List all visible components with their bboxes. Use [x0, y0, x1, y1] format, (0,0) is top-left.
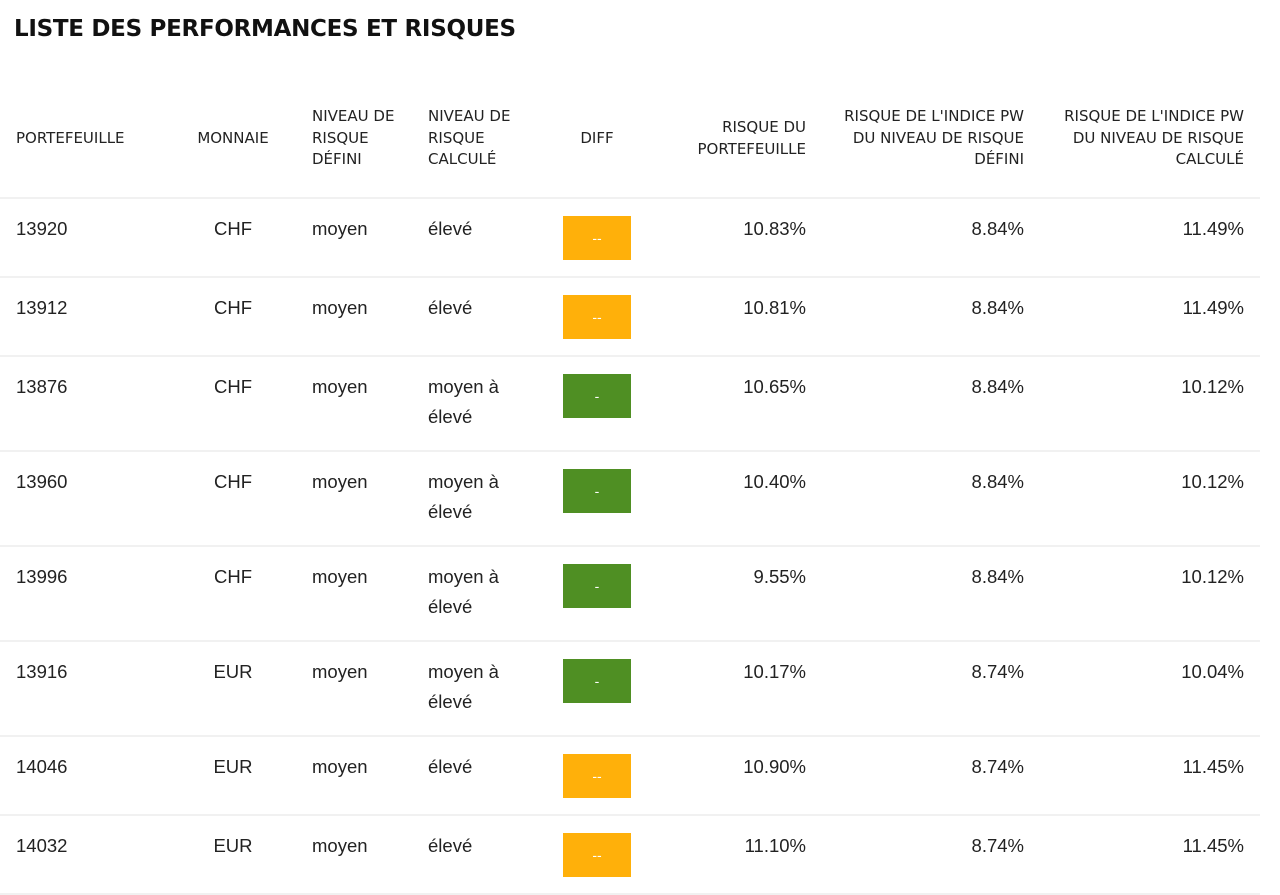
cell-niveau-defini: moyen	[296, 815, 412, 895]
cell-indice-defini: 8.84%	[822, 277, 1040, 357]
cell-indice-calcule: 11.45%	[1040, 736, 1260, 816]
header-indice-calcule[interactable]: RISQUE DE L'INDICE PW DU NIVEAU DE RISQU…	[1040, 80, 1260, 199]
cell-portefeuille: 14032	[0, 815, 170, 895]
table-row[interactable]: 13920 CHF moyen élevé -- 10.83% 8.84% 11.49%	[0, 198, 1260, 278]
table-row[interactable]: 13960 CHF moyen moyen à élevé -10.40% 8.84% 10…	[0, 451, 1260, 547]
cell-niveau-calcule: élevé	[412, 815, 544, 895]
header-risque-portefeuille[interactable]: RISQUE DU PORTEFEUILLE	[650, 80, 822, 199]
cell-indice-calcule: 10.12%	[1040, 451, 1260, 547]
cell-indice-calcule: 10.12%	[1040, 546, 1260, 642]
diff-badge: --	[563, 754, 631, 798]
cell-indice-calcule: 10.12%	[1040, 356, 1260, 452]
cell-portefeuille: 13920	[0, 198, 170, 278]
table-row[interactable]: 13916 EUR moyen moyen à élevé -10.17% 8.74% 10…	[0, 641, 1260, 737]
table-row[interactable]: 13996 CHF moyen moyen à élevé -9.55% 8.84% 10.…	[0, 546, 1260, 642]
header-portefeuille[interactable]: PORTEFEUILLE	[0, 80, 170, 199]
cell-monnaie: CHF	[170, 356, 296, 452]
cell-niveau-calcule: moyen à élevé	[412, 451, 544, 547]
cell-indice-defini: 8.84%	[822, 356, 1040, 452]
table-row[interactable]: 14032 EUR moyen élevé -- 11.10% 8.74% 11.45%	[0, 815, 1260, 895]
cell-niveau-defini: moyen	[296, 641, 412, 737]
cell-niveau-calcule: élevé	[412, 198, 544, 278]
cell-niveau-calcule: moyen à élevé	[412, 356, 544, 452]
header-niveau-calcule[interactable]: NIVEAU DE RISQUE CALCULÉ	[412, 80, 544, 199]
cell-monnaie: CHF	[170, 277, 296, 357]
cell-niveau-defini: moyen	[296, 546, 412, 642]
cell-diff: --	[544, 736, 650, 816]
cell-monnaie: CHF	[170, 546, 296, 642]
header-monnaie[interactable]: MONNAIE	[170, 80, 296, 199]
cell-indice-defini: 8.84%	[822, 451, 1040, 547]
diff-badge: --	[563, 216, 631, 260]
cell-risque-portefeuille: 10.40%	[650, 451, 822, 547]
cell-risque-portefeuille: 10.83%	[650, 198, 822, 278]
cell-portefeuille: 14046	[0, 736, 170, 816]
header-diff[interactable]: DIFF	[544, 80, 650, 199]
cell-indice-defini: 8.74%	[822, 815, 1040, 895]
cell-portefeuille: 13916	[0, 641, 170, 737]
cell-risque-portefeuille: 11.10%	[650, 815, 822, 895]
cell-risque-portefeuille: 10.65%	[650, 356, 822, 452]
cell-diff: -	[544, 546, 650, 642]
cell-indice-calcule: 11.49%	[1040, 277, 1260, 357]
cell-indice-calcule: 11.49%	[1040, 198, 1260, 278]
diff-badge: --	[563, 833, 631, 877]
diff-badge: -	[563, 469, 631, 513]
page-title: LISTE DES PERFORMANCES ET RISQUES	[14, 16, 516, 42]
cell-monnaie: CHF	[170, 198, 296, 278]
header-indice-defini[interactable]: RISQUE DE L'INDICE PW DU NIVEAU DE RISQU…	[822, 80, 1040, 199]
cell-niveau-defini: moyen	[296, 451, 412, 547]
cell-risque-portefeuille: 10.90%	[650, 736, 822, 816]
cell-niveau-calcule: élevé	[412, 736, 544, 816]
cell-monnaie: EUR	[170, 815, 296, 895]
cell-niveau-defini: moyen	[296, 356, 412, 452]
diff-badge: --	[563, 295, 631, 339]
cell-indice-calcule: 10.04%	[1040, 641, 1260, 737]
cell-risque-portefeuille: 10.81%	[650, 277, 822, 357]
table-row[interactable]: 14046 EUR moyen élevé -- 10.90% 8.74% 11.45%	[0, 736, 1260, 816]
cell-portefeuille: 13960	[0, 451, 170, 547]
cell-diff: --	[544, 277, 650, 357]
cell-diff: -	[544, 451, 650, 547]
header-niveau-defini[interactable]: NIVEAU DE RISQUE DÉFINI	[296, 80, 412, 199]
cell-portefeuille: 13876	[0, 356, 170, 452]
cell-indice-defini: 8.74%	[822, 641, 1040, 737]
diff-badge: -	[563, 564, 631, 608]
cell-diff: -	[544, 641, 650, 737]
cell-niveau-calcule: moyen à élevé	[412, 546, 544, 642]
cell-diff: --	[544, 198, 650, 278]
cell-monnaie: CHF	[170, 451, 296, 547]
cell-niveau-calcule: moyen à élevé	[412, 641, 544, 737]
cell-indice-defini: 8.84%	[822, 198, 1040, 278]
cell-niveau-defini: moyen	[296, 198, 412, 278]
cell-portefeuille: 13996	[0, 546, 170, 642]
diff-badge: -	[563, 374, 631, 418]
cell-niveau-calcule: élevé	[412, 277, 544, 357]
performance-risk-table: PORTEFEUILLE MONNAIE NIVEAU DE RISQUE DÉ…	[0, 80, 1260, 895]
table-row[interactable]: 13912 CHF moyen élevé -- 10.81% 8.84% 11.49%	[0, 277, 1260, 357]
cell-monnaie: EUR	[170, 641, 296, 737]
table-header-row: PORTEFEUILLE MONNAIE NIVEAU DE RISQUE DÉ…	[0, 80, 1260, 199]
cell-niveau-defini: moyen	[296, 277, 412, 357]
cell-risque-portefeuille: 10.17%	[650, 641, 822, 737]
cell-indice-defini: 8.74%	[822, 736, 1040, 816]
cell-monnaie: EUR	[170, 736, 296, 816]
cell-indice-calcule: 11.45%	[1040, 815, 1260, 895]
table-row[interactable]: 13876 CHF moyen moyen à élevé -10.65% 8.84% 10…	[0, 356, 1260, 452]
cell-diff: --	[544, 815, 650, 895]
cell-diff: -	[544, 356, 650, 452]
cell-risque-portefeuille: 9.55%	[650, 546, 822, 642]
cell-niveau-defini: moyen	[296, 736, 412, 816]
diff-badge: -	[563, 659, 631, 703]
cell-portefeuille: 13912	[0, 277, 170, 357]
cell-indice-defini: 8.84%	[822, 546, 1040, 642]
